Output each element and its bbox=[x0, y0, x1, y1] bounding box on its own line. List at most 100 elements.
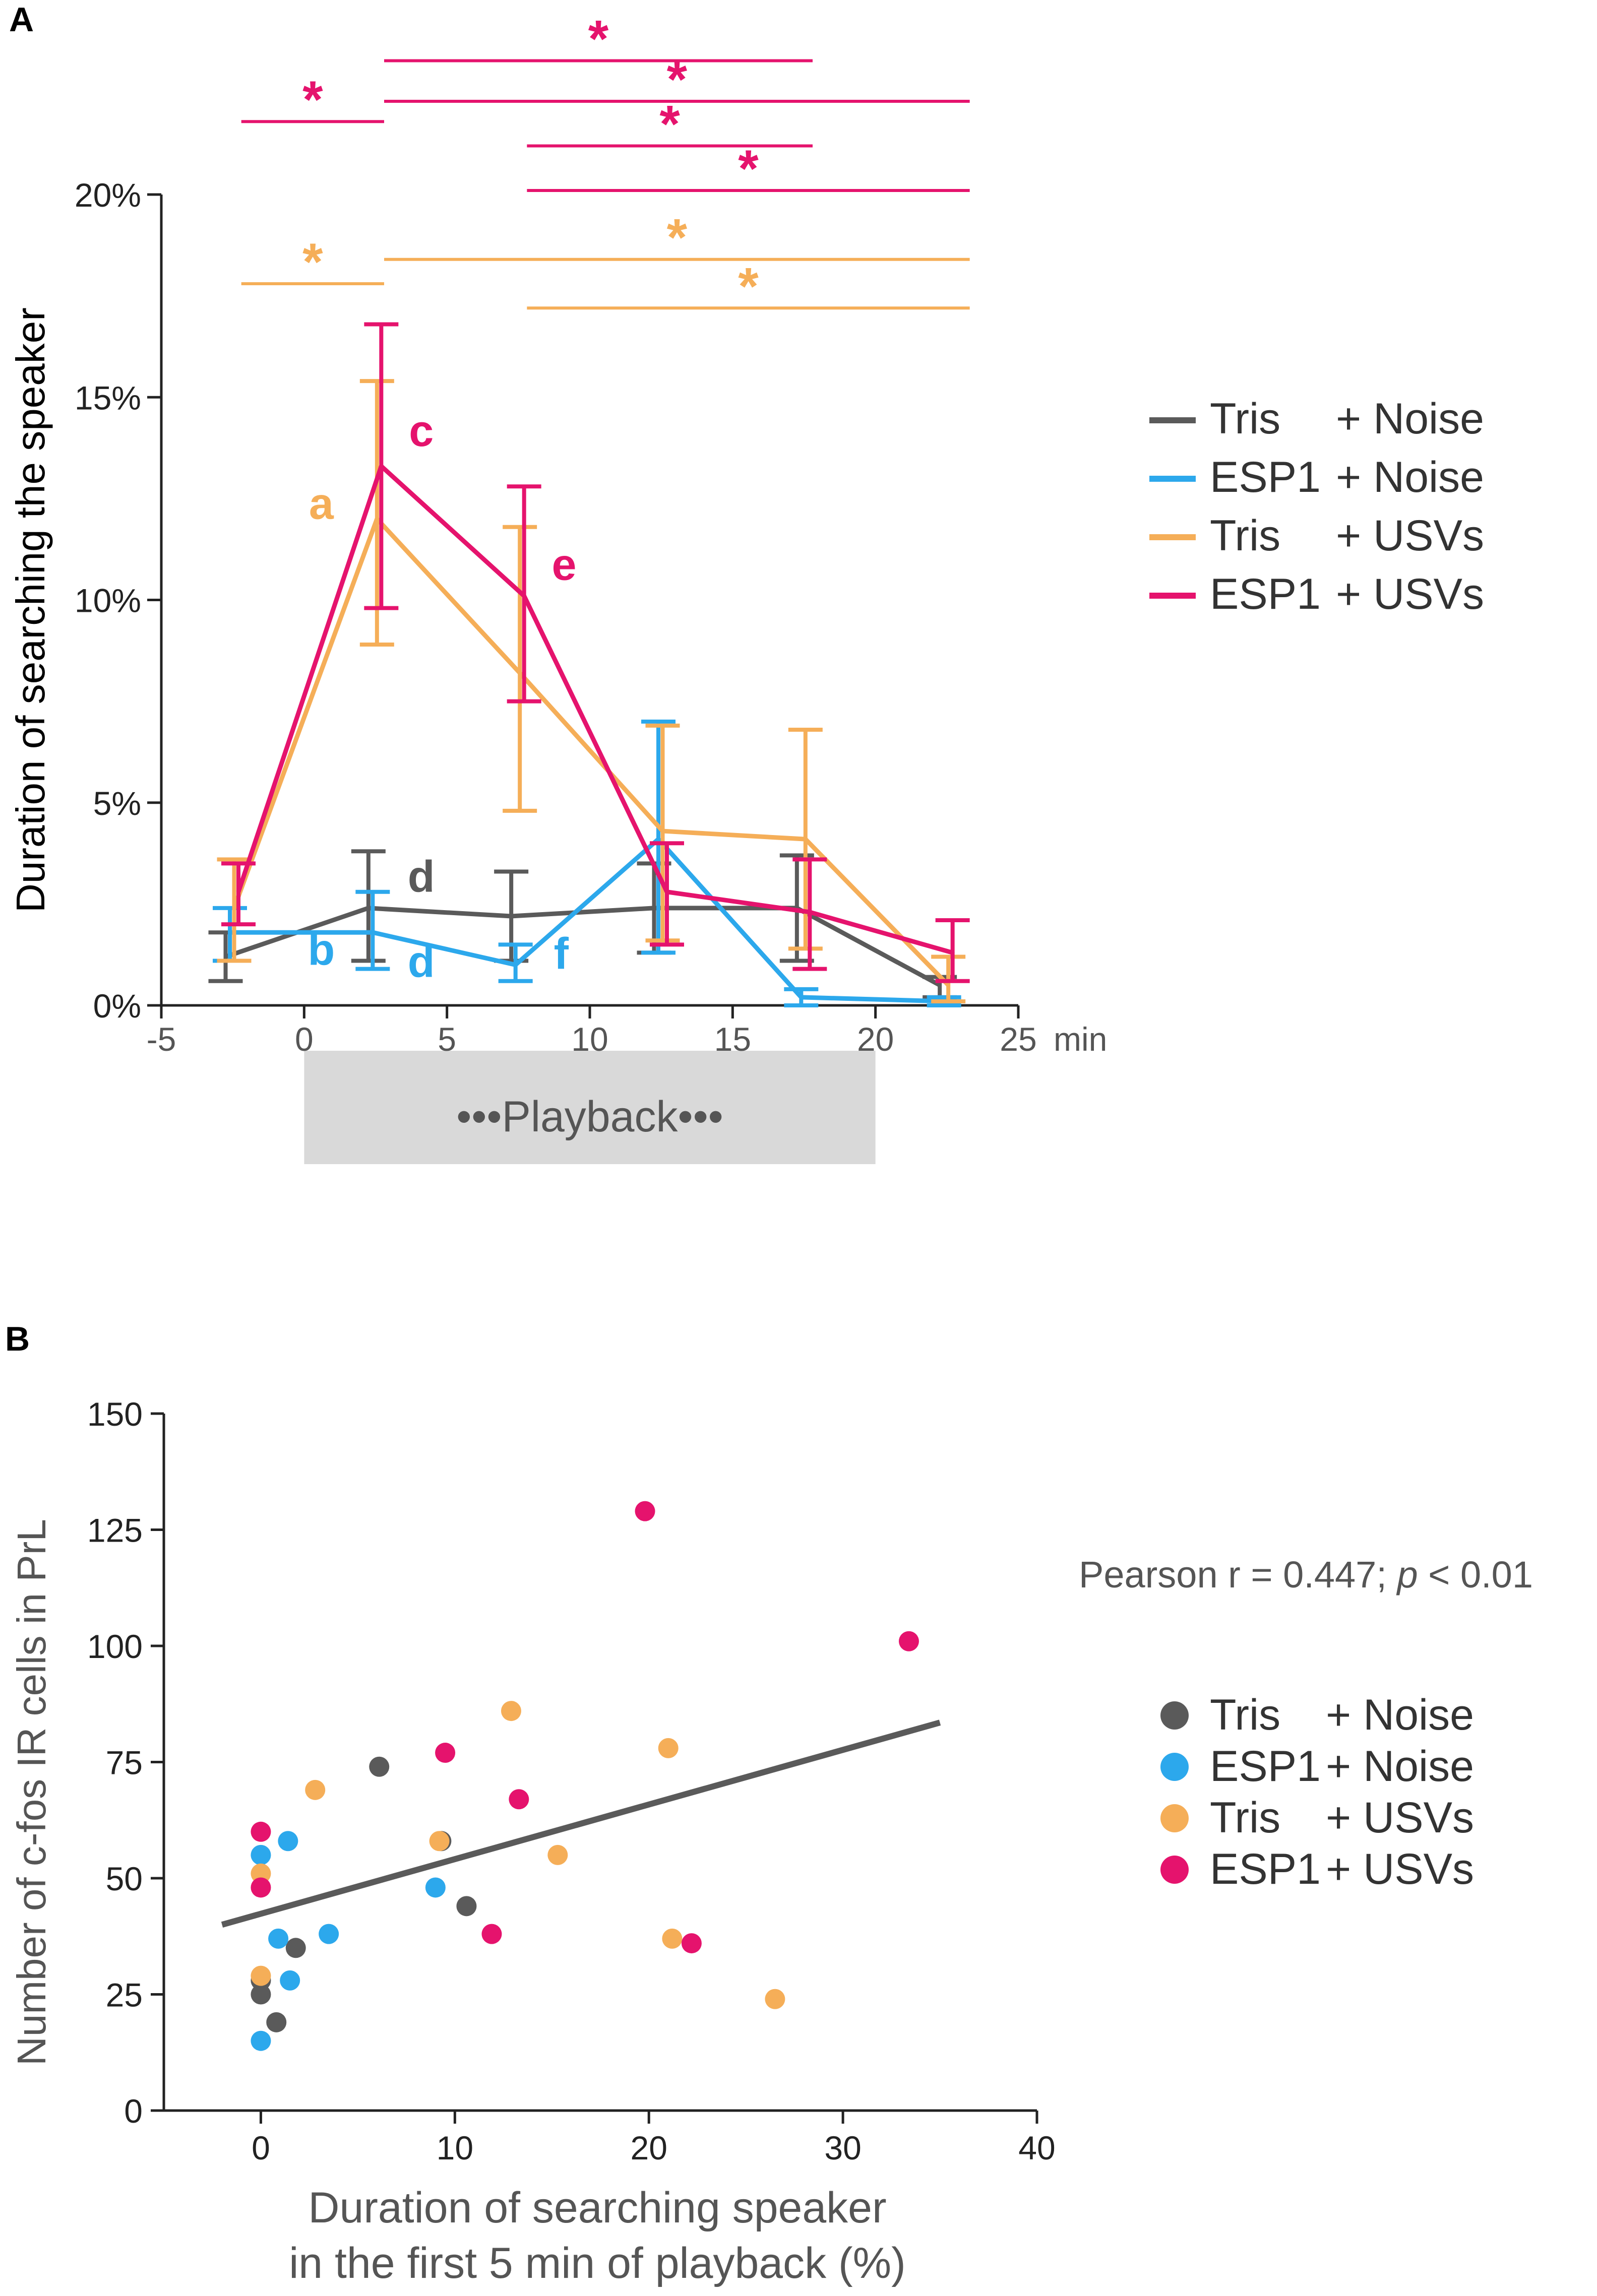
data-point bbox=[656, 837, 660, 842]
legend-marker bbox=[1160, 1804, 1189, 1832]
y-tick-label: 75 bbox=[106, 1744, 143, 1781]
data-point bbox=[665, 889, 669, 894]
panel-b-y-axis-title: Number of c-fos IR cells in PrL bbox=[9, 1519, 54, 2066]
scatter-point bbox=[481, 1924, 502, 1944]
scatter-point bbox=[251, 1863, 271, 1884]
panel-a-x-axis-unit: min bbox=[1054, 1021, 1107, 1058]
panel-a-group-letters: a b c dd e f bbox=[308, 406, 576, 987]
legend-name: ESP1 bbox=[1210, 1742, 1321, 1791]
panel-a-axes: 0% 5% 10% 15% 20% -5 0 5 10 15 20 25 bbox=[75, 176, 1037, 1058]
legend-name: ESP1 bbox=[1210, 570, 1321, 618]
scatter-point bbox=[251, 1821, 271, 1842]
scatter-series-blue bbox=[251, 1831, 446, 2051]
data-point bbox=[518, 671, 522, 675]
data-point bbox=[522, 594, 526, 598]
data-point bbox=[228, 930, 232, 935]
data-point bbox=[379, 464, 384, 469]
scatter-point bbox=[662, 1928, 683, 1949]
significance-star: * bbox=[302, 233, 323, 291]
scatter-point bbox=[251, 2030, 271, 2051]
legend-condition: + Noise bbox=[1326, 1691, 1474, 1739]
scatter-point bbox=[266, 2012, 287, 2032]
significance-star: * bbox=[302, 71, 323, 129]
y-tick-label: 50 bbox=[106, 1860, 143, 1897]
data-point bbox=[366, 906, 371, 910]
series-magenta bbox=[221, 322, 970, 983]
scatter-point bbox=[268, 1928, 289, 1949]
y-tick-label: 150 bbox=[87, 1395, 143, 1433]
panel-a-series bbox=[208, 322, 970, 1007]
panel-b-label: B bbox=[5, 1320, 30, 1358]
data-point bbox=[236, 889, 240, 894]
significance-star: * bbox=[588, 10, 609, 69]
panel-b-points bbox=[251, 1501, 919, 2051]
legend-condition: + Noise bbox=[1326, 1742, 1474, 1791]
data-point bbox=[946, 983, 951, 987]
group-letter: a bbox=[309, 479, 334, 529]
pearson-annotation: Pearson r = 0.447; p < 0.01 bbox=[1079, 1554, 1533, 1596]
x-tick-label: 40 bbox=[1018, 2129, 1055, 2166]
x-tick-label: 10 bbox=[437, 2129, 473, 2166]
panel-b-x-axis-title-line2: in the first 5 min of playback (%) bbox=[289, 2239, 906, 2287]
panel-a-legend: Tris + Noise ESP1 + Noise Tris + USVs ESP1 + US… bbox=[1149, 395, 1484, 618]
x-tick-label: -5 bbox=[147, 1021, 176, 1058]
data-point bbox=[232, 906, 236, 910]
group-letter: d bbox=[408, 937, 435, 987]
legend-item-blue: ESP1 + Noise bbox=[1149, 453, 1484, 501]
panel-b-chart: 0 25 50 75 100 125 150 0 10 20 30 40 Number of c-fo… bbox=[9, 1395, 1533, 2287]
x-tick-label: 20 bbox=[631, 2129, 667, 2166]
scatter-point bbox=[278, 1831, 298, 1852]
data-point bbox=[371, 930, 375, 935]
y-tick-label: 0% bbox=[93, 987, 141, 1025]
group-letter: e bbox=[552, 539, 577, 589]
scatter-point bbox=[547, 1844, 568, 1865]
playback-label: •••Playback••• bbox=[456, 1093, 723, 1141]
series-line bbox=[236, 464, 953, 955]
group-letter: c bbox=[409, 406, 434, 456]
legend-item-grey: Tris + Noise bbox=[1160, 1691, 1474, 1739]
legend-condition: + USVs bbox=[1326, 1845, 1474, 1893]
data-point bbox=[223, 954, 228, 959]
data-point bbox=[652, 906, 656, 910]
legend-condition: + Noise bbox=[1336, 395, 1484, 443]
regression-line bbox=[221, 1719, 941, 1928]
scatter-point bbox=[456, 1896, 477, 1917]
pearson-suffix: < 0.01 bbox=[1418, 1554, 1533, 1596]
panel-a-label: A bbox=[9, 1, 34, 39]
significance-star: * bbox=[659, 95, 680, 153]
y-tick-label: 10% bbox=[75, 582, 141, 619]
legend-name: Tris bbox=[1210, 1794, 1280, 1842]
scatter-point bbox=[658, 1738, 679, 1758]
significance-star: * bbox=[667, 50, 688, 109]
significance-star: * bbox=[738, 257, 759, 315]
x-tick-label: 5 bbox=[438, 1021, 456, 1058]
scatter-point bbox=[251, 1965, 271, 1986]
x-tick-label: 0 bbox=[252, 2129, 270, 2166]
scatter-point bbox=[765, 1989, 785, 2009]
legend-name: ESP1 bbox=[1210, 1845, 1321, 1893]
data-point bbox=[513, 963, 518, 967]
data-point bbox=[808, 910, 812, 914]
legend-name: ESP1 bbox=[1210, 453, 1321, 501]
legend-marker bbox=[1160, 1701, 1189, 1730]
x-tick-label: 15 bbox=[714, 1021, 751, 1058]
scatter-series-orange bbox=[251, 1701, 785, 2009]
series-orange bbox=[217, 379, 966, 1003]
legend-item-orange: Tris + USVs bbox=[1160, 1794, 1474, 1842]
data-point bbox=[938, 983, 942, 987]
scatter-point bbox=[251, 1877, 271, 1898]
legend-item-magenta: ESP1 + USVs bbox=[1160, 1845, 1474, 1893]
scatter-point bbox=[251, 1984, 271, 2005]
data-point bbox=[509, 914, 514, 919]
legend-condition: + USVs bbox=[1336, 570, 1484, 618]
group-letter: b bbox=[308, 925, 335, 975]
scatter-point bbox=[635, 1501, 655, 1521]
x-tick-label: 25 bbox=[1000, 1021, 1036, 1058]
panel-a-y-axis-title: Duration of searching the speaker bbox=[8, 307, 53, 913]
significance-star: * bbox=[667, 209, 688, 267]
y-tick-label: 100 bbox=[87, 1628, 143, 1665]
scatter-point bbox=[425, 1877, 446, 1898]
legend-marker bbox=[1160, 1856, 1189, 1884]
